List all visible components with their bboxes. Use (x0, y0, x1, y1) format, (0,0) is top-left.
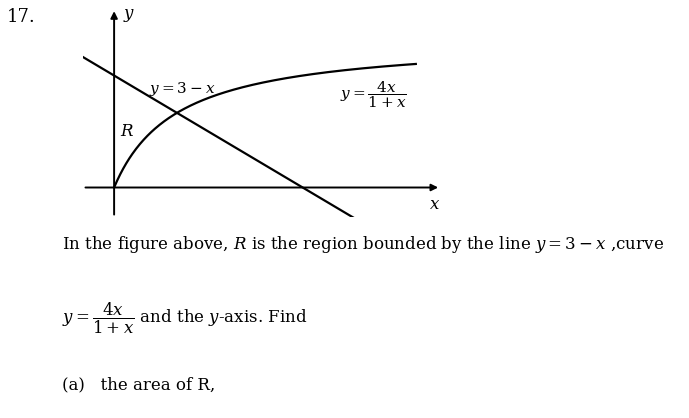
Text: $y = \dfrac{4x}{1+x}$: $y = \dfrac{4x}{1+x}$ (340, 79, 407, 110)
Text: (a)   the area of R,: (a) the area of R, (62, 376, 215, 393)
Text: 17.: 17. (7, 8, 36, 26)
Text: $y = \dfrac{4x}{1+x}$ and the $y$-axis. Find: $y = \dfrac{4x}{1+x}$ and the $y$-axis. … (62, 301, 307, 336)
Text: $y = 3 - x$: $y = 3 - x$ (149, 79, 215, 97)
Text: y: y (123, 5, 132, 23)
Text: R: R (121, 123, 133, 140)
Text: x: x (430, 196, 440, 213)
Text: In the figure above, $R$ is the region bounded by the line $y=3-x$ ,curve: In the figure above, $R$ is the region b… (62, 234, 664, 255)
